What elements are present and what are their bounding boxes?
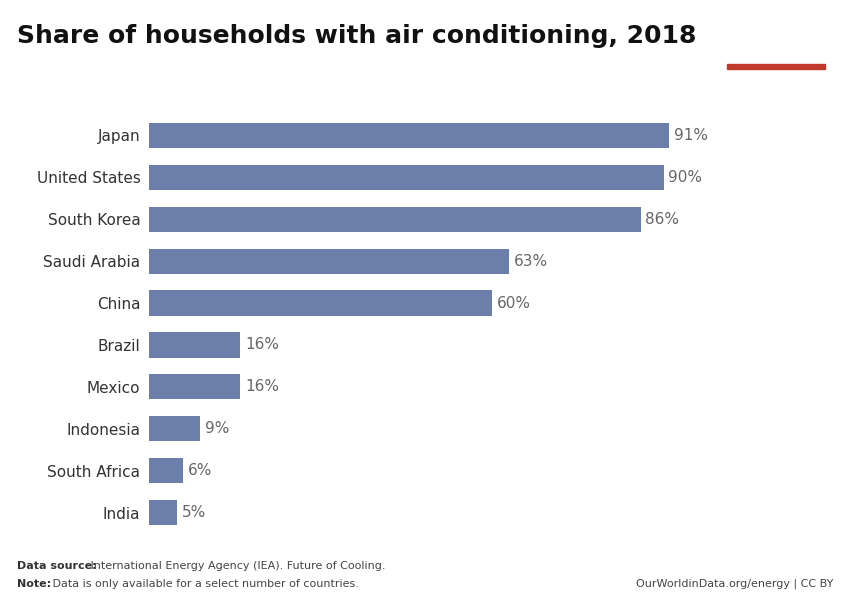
Bar (149, 500, 178, 526)
Bar (149, 416, 201, 442)
Text: 9%: 9% (205, 421, 230, 436)
Text: 5%: 5% (182, 505, 207, 520)
Bar (149, 290, 492, 316)
Bar (149, 248, 509, 274)
Bar (149, 332, 241, 358)
Bar (149, 164, 664, 190)
Text: Note:: Note: (17, 579, 51, 589)
Text: 16%: 16% (245, 337, 279, 352)
Text: in Data: in Data (755, 43, 796, 52)
Text: Share of households with air conditioning, 2018: Share of households with air conditionin… (17, 24, 696, 48)
Text: 86%: 86% (645, 212, 679, 227)
Bar (149, 206, 641, 232)
Text: Data is only available for a select number of countries.: Data is only available for a select numb… (49, 579, 360, 589)
Bar (149, 122, 669, 148)
Text: 91%: 91% (674, 128, 708, 143)
Bar (727, 64, 824, 69)
Bar (149, 458, 183, 484)
Text: 90%: 90% (668, 170, 702, 185)
Text: International Energy Agency (IEA). Future of Cooling.: International Energy Agency (IEA). Futur… (87, 561, 385, 571)
Text: 63%: 63% (513, 254, 547, 269)
Text: 60%: 60% (496, 296, 530, 311)
Bar (149, 374, 241, 400)
Text: Our World: Our World (746, 25, 805, 35)
Text: 6%: 6% (188, 463, 212, 478)
Text: Data source:: Data source: (17, 561, 97, 571)
Text: 16%: 16% (245, 379, 279, 394)
Text: OurWorldinData.org/energy | CC BY: OurWorldinData.org/energy | CC BY (636, 578, 833, 589)
